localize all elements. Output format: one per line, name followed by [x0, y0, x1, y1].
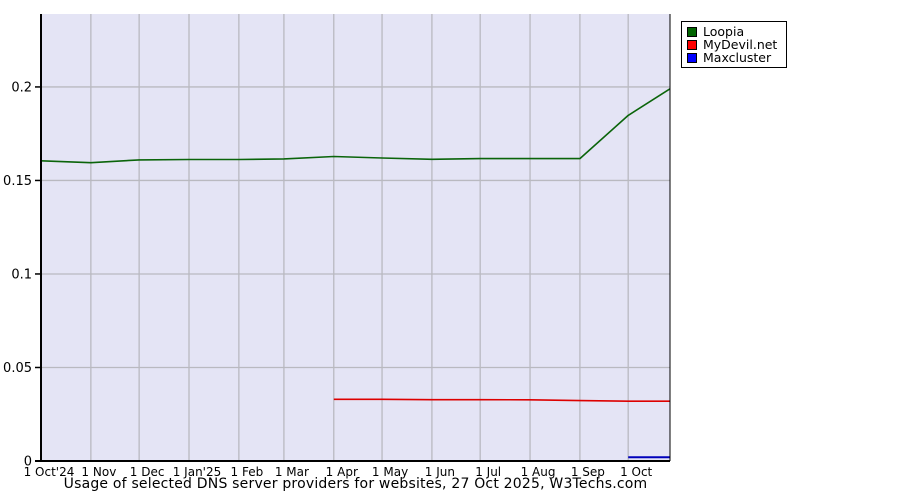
- legend-item-loopia: Loopia: [687, 25, 781, 38]
- y-tick-label: 0: [24, 455, 32, 470]
- maxcluster-swatch-icon: [687, 52, 697, 63]
- chart-title: Usage of selected DNS server providers f…: [63, 476, 648, 492]
- y-tick-label: 0.15: [3, 174, 32, 189]
- x-tick-label: 1 Oct'24: [24, 465, 75, 479]
- legend-label-loopia: Loopia: [703, 24, 745, 39]
- y-tick-label: 0.2: [11, 80, 32, 95]
- y-tick-label: 0.1: [11, 267, 32, 282]
- x-tick-label: 1 Jun: [425, 465, 455, 479]
- legend-item-maxcluster: Maxcluster: [687, 51, 781, 64]
- x-tick-label: 1 Jan'25: [173, 465, 222, 479]
- series-line-mydevil-net: [333, 398, 670, 403]
- x-tick-label: 1 Oct: [620, 465, 652, 479]
- x-tick-label: 1 Mar: [275, 465, 309, 479]
- mydevil-swatch-icon: [687, 39, 697, 50]
- x-tick-label: 1 Apr: [326, 465, 358, 479]
- x-tick-label: 1 Feb: [231, 465, 264, 479]
- legend-label-mydevil: MyDevil.net: [703, 37, 778, 52]
- x-tick-label: 1 Dec: [130, 465, 165, 479]
- plot-area: [41, 14, 670, 461]
- x-tick-label: 1 May: [372, 465, 408, 479]
- series-line-loopia: [40, 88, 671, 164]
- legend-item-mydevil: MyDevil.net: [687, 38, 781, 51]
- y-tick-label: 0.05: [3, 361, 32, 376]
- x-tick-label: 1 Jul: [475, 465, 501, 479]
- loopia-swatch-icon: [687, 26, 697, 37]
- x-tick-label: 1 Sep: [571, 465, 605, 479]
- x-tick-label: 1 Nov: [81, 465, 116, 479]
- legend-label-maxcluster: Maxcluster: [703, 50, 772, 65]
- chart-legend: Loopia MyDevil.net Maxcluster: [681, 21, 787, 68]
- x-tick-label: 1 Aug: [521, 465, 556, 479]
